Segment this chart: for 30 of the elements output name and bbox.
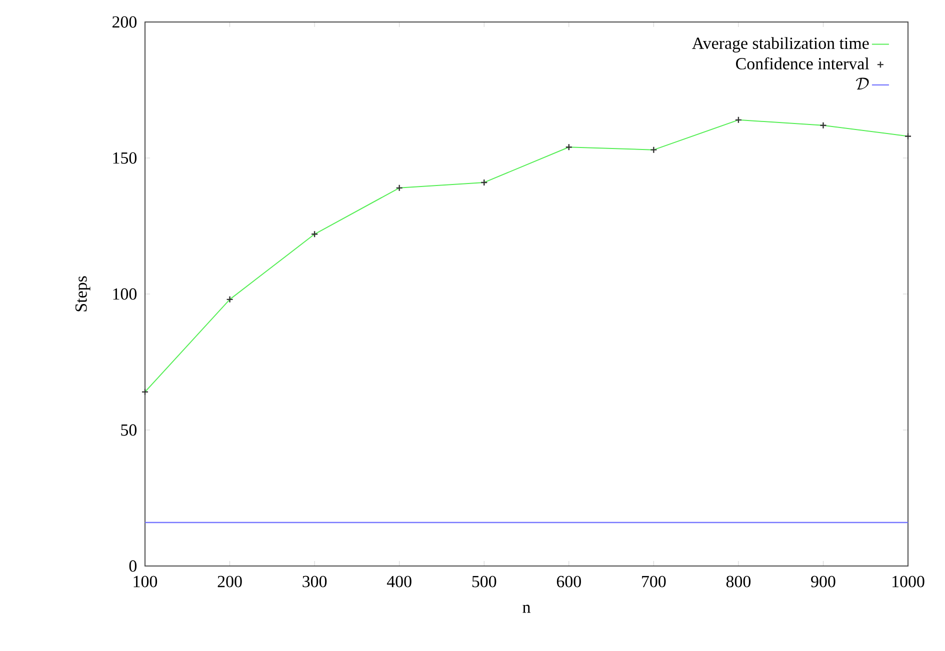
x-tick-label: 600: [556, 576, 581, 588]
x-tick-label: 400: [386, 576, 412, 588]
x-tick-label: 300: [302, 576, 327, 588]
x-tick-label: 700: [642, 576, 666, 588]
point: [310, 230, 318, 238]
point: [734, 116, 742, 124]
point: [820, 122, 827, 129]
legend-label: Average stabilization time: [692, 37, 869, 52]
y-axis-title: Steps: [75, 276, 90, 312]
point: [904, 132, 912, 140]
point: [141, 388, 149, 396]
x-tick-label: 200: [218, 576, 242, 588]
point: [650, 146, 658, 154]
x-tick-label: 100: [134, 576, 158, 588]
point: [226, 296, 234, 304]
point: [480, 178, 488, 186]
y-tick-label: 100: [113, 288, 137, 300]
x-tick-label: 800: [726, 576, 751, 588]
x-tick-label: 500: [472, 576, 496, 588]
point: [396, 184, 403, 192]
y-tick-label: 150: [113, 152, 137, 164]
x-axis-title: $n$: [522, 604, 530, 613]
y-tick-label: 200: [112, 16, 137, 28]
x-tick-label: 1000: [892, 576, 924, 588]
legend-label: $\mathcal{D}$: [856, 78, 869, 90]
legend-label: Confidence interval: [736, 57, 870, 70]
x-tick-label: 900: [811, 576, 836, 588]
point: [565, 144, 572, 151]
y-tick-label: 50: [121, 424, 137, 436]
y-tick-label: 0: [129, 560, 137, 572]
